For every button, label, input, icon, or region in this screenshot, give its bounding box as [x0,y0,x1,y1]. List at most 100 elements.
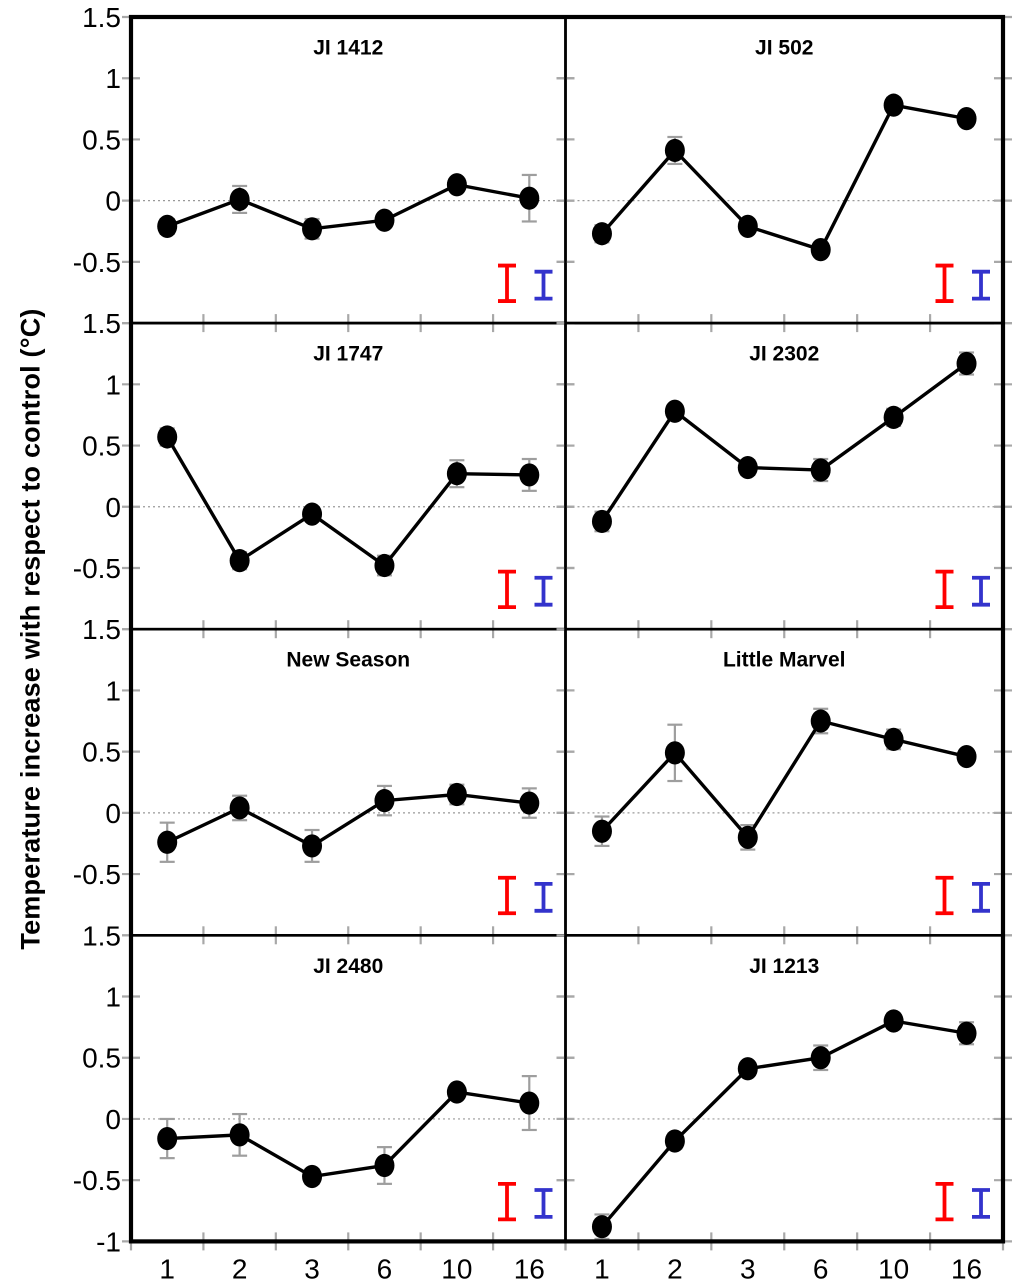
x-tick-label: 6 [813,1253,829,1284]
panel-border [129,933,567,1243]
data-line [600,103,967,252]
panel-title: JI 2302 [749,343,819,366]
panel-ji-1412: JI 1412 [122,15,575,333]
y-axis-title: Temperature increase with respect to con… [15,308,46,950]
data-point-marker [519,1091,540,1115]
x-tick-label: 1 [159,1253,175,1284]
panel-ji-1747: JI 1747 [122,321,575,639]
data-point-marker [446,462,467,486]
x-tick-label: 10 [441,1253,472,1284]
panel-ji-1213: JI 1213 [556,933,1012,1251]
data-point-marker [229,549,250,573]
data-point-marker [664,399,685,423]
x-tick-label: 16 [514,1253,545,1284]
data-point-marker [591,509,612,534]
data-point-marker [229,1123,250,1147]
data-point-marker [737,455,758,480]
y-tick-label: 1.5 [82,2,121,33]
panel-border [564,933,1005,1243]
data-point-marker [810,458,831,482]
panel-title: JI 1213 [749,955,819,978]
panel-title: JI 2480 [313,955,383,978]
panel-ji-2480: JI 2480 [122,933,575,1251]
data-point-marker [519,463,540,487]
y-tick-label: 0 [105,492,121,523]
data-point-marker [157,214,178,238]
data-point-marker [591,819,612,843]
data-point-marker [956,744,977,769]
data-point-marker [157,830,178,854]
x-tick-label: 3 [740,1253,756,1284]
y-tick-label: 1 [105,675,121,706]
data-point-marker [737,214,758,238]
data-point-marker [157,425,178,449]
y-tick-label: -0.5 [73,247,121,278]
data-point-marker [883,405,904,429]
data-point-marker [446,782,467,807]
data-point-marker [956,351,977,376]
panel-title: JI 1412 [313,37,383,60]
data-point-marker [956,1021,977,1045]
data-point-marker [229,796,250,820]
data-point-marker [956,107,977,131]
panel-ji-502: JI 502 [556,15,1012,333]
x-tick-label: 10 [878,1253,909,1284]
panel-little-marvel: Little Marvel [556,627,1012,945]
panel-border [129,627,567,937]
data-point-marker [810,1046,831,1070]
data-point-marker [302,217,323,241]
data-point-marker [737,825,758,849]
data-point-marker [446,1080,467,1104]
data-line [167,1090,530,1179]
data-point-marker [157,1126,178,1151]
data-point-marker [664,138,685,163]
panel-title: Little Marvel [723,649,846,672]
data-point-marker [302,502,323,526]
y-tick-label: -0.5 [73,553,121,584]
y-tick-label: 1 [105,63,121,94]
data-line [600,719,967,841]
y-tick-label: 0 [105,186,121,217]
data-point-marker [591,222,612,246]
y-tick-label: 0.5 [82,737,121,768]
x-tick-label: 6 [377,1253,393,1284]
data-point-marker [591,1215,612,1239]
y-tick-label: 0.5 [82,124,121,155]
y-tick-label: -0.5 [73,1165,121,1196]
data-point-marker [664,1129,685,1153]
data-line [600,1019,967,1228]
y-tick-label: 1.5 [82,920,121,951]
y-tick-label: -0.5 [73,859,121,890]
y-tick-label: 0 [105,798,121,829]
data-point-marker [302,1164,323,1189]
panel-border [564,15,1005,325]
data-point-marker [810,709,831,733]
data-line [165,436,530,568]
data-line [600,362,968,523]
y-tick-label: 1 [105,369,121,400]
figure-outer-border [128,14,1006,1244]
panel-title: New Season [286,649,410,672]
data-point-marker [229,187,250,212]
data-point-marker [374,1153,395,1178]
data-point-marker [664,741,685,765]
data-point-marker [810,238,831,262]
data-line [166,182,530,231]
data-point-marker [883,727,904,751]
data-point-marker [883,1009,904,1033]
panel-title: JI 502 [755,37,813,60]
x-tick-label: 1 [594,1253,610,1284]
y-tick-label: 1.5 [82,308,121,339]
data-point-marker [374,208,395,232]
x-tick-label: 2 [232,1253,248,1284]
data-point-marker [737,1057,758,1081]
data-point-marker [883,93,904,117]
y-tick-label: 1 [105,982,121,1013]
data-line [166,792,530,848]
data-point-marker [374,553,395,578]
y-tick-label: 0.5 [82,431,121,462]
x-tick-label: 2 [667,1253,683,1284]
panel-border [129,15,567,325]
